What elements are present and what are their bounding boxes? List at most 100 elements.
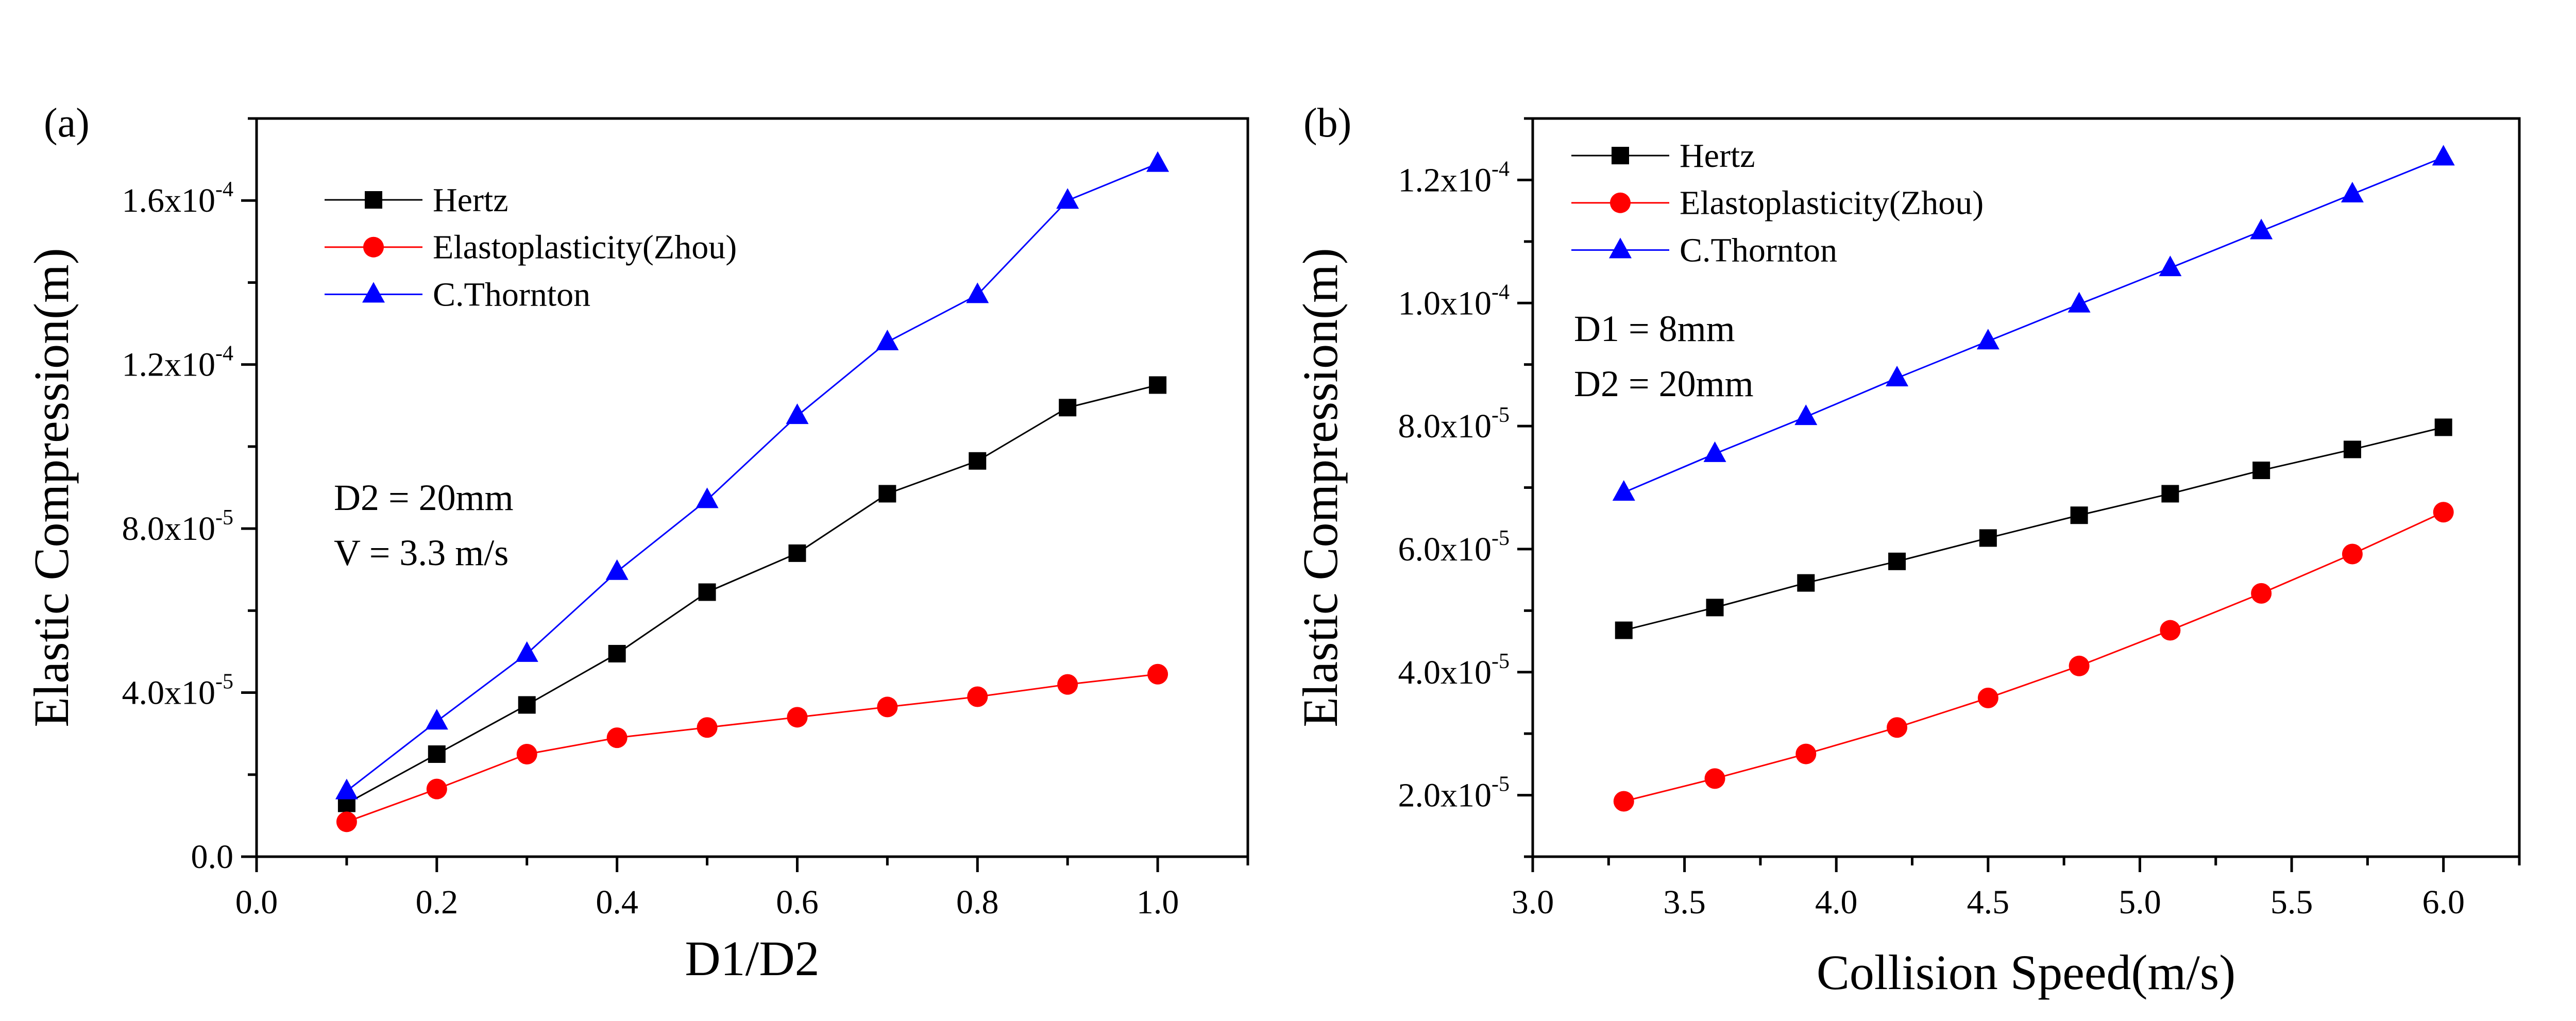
data-point-circle <box>606 727 628 748</box>
series-line <box>1623 511 2444 802</box>
y-tick-label: 4.0x10-5 <box>1398 650 1510 691</box>
legend: Hertz Elastoplasticity(Zhou) C.Thornton <box>325 181 737 313</box>
data-point-square <box>2343 440 2361 458</box>
x-tick-label: 4.5 <box>1967 883 2010 921</box>
annotation-text: D2 = 20mm <box>1574 363 1754 404</box>
y-tick-exponent: -5 <box>215 506 233 530</box>
data-point-circle <box>1610 192 1631 213</box>
y-tick-label: 1.6x10-4 <box>122 178 234 219</box>
series-line <box>1623 156 2444 494</box>
data-point-triangle <box>1056 188 1079 209</box>
data-point-triangle <box>2341 181 2364 202</box>
data-point-circle <box>1057 674 1078 695</box>
data-point-triangle <box>786 403 809 424</box>
y-tick-exponent: -5 <box>1492 773 1510 796</box>
data-point-triangle <box>696 487 719 508</box>
y-tick-label: 8.0x10-5 <box>1398 403 1510 445</box>
legend-entry-label: Hertz <box>433 181 509 219</box>
y-tick-exponent: -4 <box>1492 157 1510 181</box>
data-point-square <box>518 696 536 714</box>
annotation-text: D2 = 20mm <box>334 477 514 518</box>
data-point-square <box>1797 574 1815 592</box>
x-tick-label: 5.0 <box>2119 883 2161 921</box>
y-tick-mantissa: 8.0x10 <box>122 510 216 548</box>
y-tick-label: 1.2x10-4 <box>122 342 234 384</box>
data-point-square <box>1706 599 1724 617</box>
y-tick-label: 8.0x10-5 <box>122 506 234 548</box>
legend-entry-label: Elastoplasticity(Zhou) <box>433 229 737 266</box>
x-tick-label: 5.5 <box>2270 883 2313 921</box>
data-point-square <box>788 544 806 562</box>
y-tick-mantissa: 1.2x10 <box>122 346 216 384</box>
data-point-circle <box>1147 663 1168 685</box>
legend-entry-label: C.Thornton <box>1680 231 1837 269</box>
x-tick-label: 6.0 <box>2422 883 2465 921</box>
series-line <box>346 673 1158 823</box>
x-tick-label: 1.0 <box>1137 883 1179 921</box>
data-point-triangle <box>335 778 358 799</box>
annotation-text: D1 = 8mm <box>1574 308 1735 349</box>
data-point-square <box>1612 147 1629 164</box>
y-tick-label: 2.0x10-5 <box>1398 773 1510 814</box>
y-tick-label: 6.0x10-5 <box>1398 526 1510 568</box>
data-point-triangle <box>2159 256 2182 277</box>
annotation-text: V = 3.3 m/s <box>334 532 509 573</box>
series-c-thornton <box>335 151 1170 799</box>
x-tick-label: 3.5 <box>1663 883 1706 921</box>
data-point-circle <box>426 778 447 799</box>
data-point-triangle <box>2250 218 2273 240</box>
x-tick-label: 0.6 <box>776 883 819 921</box>
data-point-triangle <box>605 559 629 580</box>
data-point-triangle <box>362 282 385 303</box>
data-point-square <box>1615 621 1633 639</box>
y-tick-exponent: -4 <box>215 342 233 366</box>
data-point-triangle <box>1794 404 1818 426</box>
data-point-circle <box>2342 543 2363 565</box>
legend-entry-label: C.Thornton <box>433 276 590 313</box>
data-point-square <box>1059 399 1077 417</box>
legend: Hertz Elastoplasticity(Zhou) C.Thornton <box>1571 137 1984 269</box>
chart-panel-b: 3.0 3.5 4.0 4.5 5.0 5.5 6.02.0x10-54.0x10-56.0… <box>1293 100 2521 1000</box>
panel-label: (b) <box>1303 100 1351 146</box>
series-line <box>1623 427 2444 632</box>
y-tick-mantissa: 6.0x10 <box>1398 531 1492 568</box>
x-tick-label: 0.2 <box>416 883 459 921</box>
data-point-square <box>878 485 896 503</box>
data-point-triangle <box>1886 365 1909 386</box>
data-point-circle <box>1977 687 1998 708</box>
x-tick-label: 4.0 <box>1815 883 1858 921</box>
data-point-circle <box>1887 717 1908 738</box>
chart-panel-a: 0.0 0.2 0.4 0.6 0.8 1.00.04.0x10-58.0x10-51.2… <box>24 100 1249 986</box>
data-point-circle <box>1704 768 1725 789</box>
data-point-circle <box>2433 502 2454 523</box>
y-tick-exponent: -5 <box>1492 650 1510 673</box>
y-tick-mantissa: 1.2x10 <box>1398 161 1492 199</box>
data-point-circle <box>967 686 988 707</box>
y-tick-label: 1.0x10-4 <box>1398 280 1510 322</box>
data-point-triangle <box>425 709 448 730</box>
series-elastoplasticity-zhou <box>336 663 1168 832</box>
data-point-circle <box>2069 655 2090 676</box>
y-tick-mantissa: 1.0x10 <box>1398 284 1492 322</box>
data-point-triangle <box>2432 145 2455 166</box>
data-point-triangle <box>1976 329 1999 350</box>
data-point-triangle <box>966 282 989 303</box>
y-tick-label: 1.2x10-4 <box>1398 157 1510 199</box>
y-tick-exponent: -4 <box>215 178 233 201</box>
data-point-triangle <box>876 329 899 350</box>
data-point-square <box>428 745 446 763</box>
series-hertz <box>337 376 1167 812</box>
data-point-square <box>2252 462 2270 480</box>
data-point-square <box>608 644 626 662</box>
y-tick-mantissa: 2.0x10 <box>1398 777 1492 814</box>
data-point-circle <box>877 696 898 718</box>
data-point-circle <box>516 743 537 764</box>
y-tick-mantissa: 8.0x10 <box>1398 407 1492 445</box>
y-tick-exponent: -5 <box>1492 403 1510 427</box>
y-tick-mantissa: 0.0 <box>191 838 234 876</box>
y-tick-exponent: -4 <box>1492 280 1510 304</box>
series-elastoplasticity-zhou <box>1613 502 2454 812</box>
panel-label: (a) <box>44 100 90 146</box>
series-c-thornton <box>1612 145 2455 501</box>
